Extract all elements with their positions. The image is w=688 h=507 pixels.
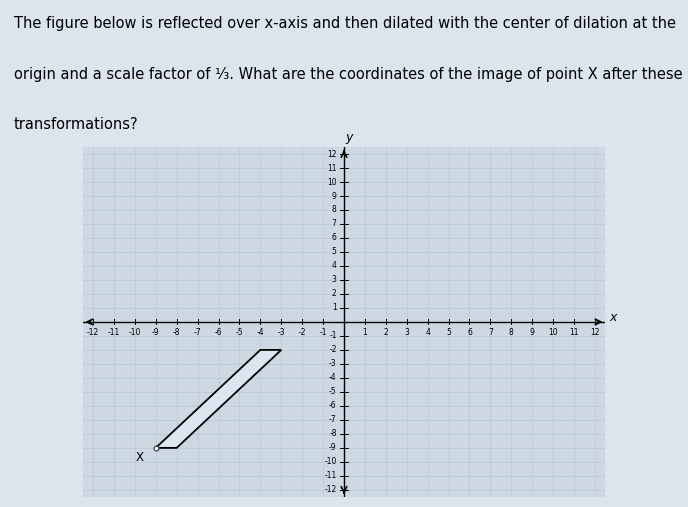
- Text: -8: -8: [173, 328, 180, 337]
- Text: 12: 12: [327, 150, 336, 159]
- Text: 11: 11: [569, 328, 579, 337]
- Text: 5: 5: [332, 247, 336, 257]
- Text: y: y: [345, 131, 353, 144]
- Text: 5: 5: [446, 328, 451, 337]
- Text: 1: 1: [363, 328, 367, 337]
- Text: origin and a scale factor of ¹⁄₃. What are the coordinates of the image of point: origin and a scale factor of ¹⁄₃. What a…: [14, 66, 682, 82]
- Text: -7: -7: [194, 328, 202, 337]
- Text: 4: 4: [332, 262, 336, 270]
- Text: 2: 2: [332, 289, 336, 299]
- Text: transformations?: transformations?: [14, 117, 138, 132]
- Text: -10: -10: [129, 328, 141, 337]
- Text: X: X: [136, 451, 143, 464]
- Text: -3: -3: [277, 328, 285, 337]
- Text: -7: -7: [329, 415, 336, 424]
- Text: -1: -1: [329, 332, 336, 340]
- Text: 11: 11: [327, 164, 336, 172]
- Text: -12: -12: [325, 485, 336, 494]
- Text: -4: -4: [329, 374, 336, 382]
- Text: 8: 8: [509, 328, 514, 337]
- Text: -1: -1: [319, 328, 327, 337]
- Text: -5: -5: [329, 387, 336, 396]
- Text: -2: -2: [329, 345, 336, 354]
- Text: -10: -10: [324, 457, 336, 466]
- Text: -12: -12: [87, 328, 99, 337]
- Text: -8: -8: [329, 429, 336, 439]
- Text: 9: 9: [332, 192, 336, 200]
- Text: 6: 6: [332, 234, 336, 242]
- Text: -5: -5: [235, 328, 244, 337]
- Text: 10: 10: [327, 177, 336, 187]
- Text: -3: -3: [329, 359, 336, 369]
- Text: -9: -9: [152, 328, 160, 337]
- Polygon shape: [155, 350, 281, 448]
- Text: -11: -11: [325, 472, 336, 480]
- Text: -2: -2: [299, 328, 306, 337]
- Text: -4: -4: [257, 328, 264, 337]
- Text: 6: 6: [467, 328, 472, 337]
- Text: 7: 7: [332, 220, 336, 229]
- Text: 1: 1: [332, 304, 336, 312]
- Text: 12: 12: [590, 328, 600, 337]
- Text: x: x: [610, 311, 617, 324]
- Text: 2: 2: [383, 328, 388, 337]
- Text: 8: 8: [332, 205, 336, 214]
- Text: 7: 7: [488, 328, 493, 337]
- Text: The figure below is reflected over x-axis and then dilated with the center of di: The figure below is reflected over x-axi…: [14, 16, 676, 31]
- Text: 4: 4: [425, 328, 430, 337]
- Text: 3: 3: [405, 328, 409, 337]
- Text: -9: -9: [329, 444, 336, 452]
- Text: 9: 9: [530, 328, 535, 337]
- Text: 3: 3: [332, 275, 336, 284]
- Text: -6: -6: [329, 402, 336, 410]
- Text: -11: -11: [108, 328, 120, 337]
- Text: -6: -6: [215, 328, 222, 337]
- Text: 10: 10: [548, 328, 558, 337]
